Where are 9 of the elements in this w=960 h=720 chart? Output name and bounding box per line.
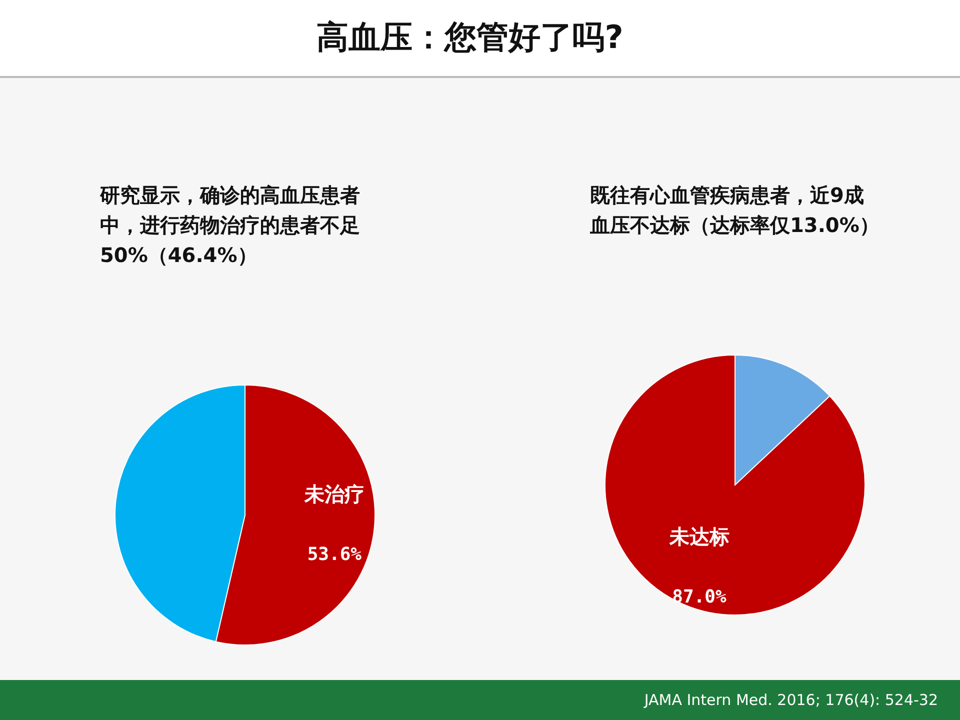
text: JAMA Intern Med. 2016; 176(4): 524-32 [644, 691, 938, 709]
data-label: 53.6% [307, 544, 362, 566]
text: 研究显示，确诊的高血压患者中，进行药物治疗的患者不足50%（46.4%） [100, 182, 361, 269]
text: 高血压：您管好了吗? [316, 17, 624, 58]
pie-slice [604, 354, 866, 616]
slice-label: 未达标 [668, 524, 730, 549]
data-label: 87.0% [672, 586, 727, 608]
slice-label: 未治疗 [303, 482, 364, 506]
text: 既往有心血管疾病患者，近9成血压不达标（达标率仅13.0%） [590, 182, 880, 239]
